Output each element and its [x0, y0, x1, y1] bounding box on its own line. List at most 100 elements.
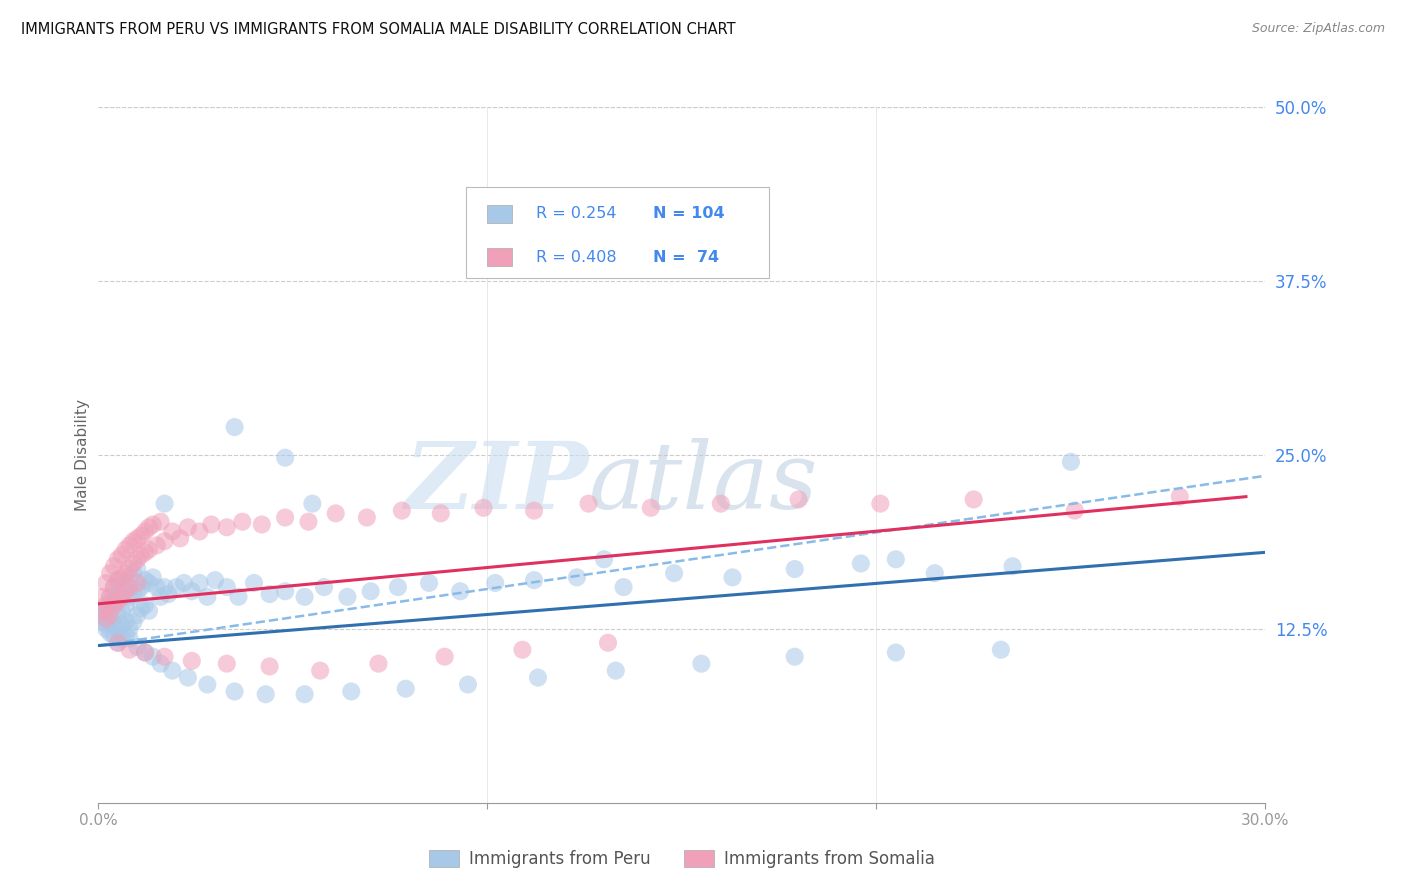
Point — [924, 566, 946, 581]
Point — [165, 580, 187, 594]
Point — [157, 587, 180, 601]
Point — [391, 503, 413, 517]
Point — [129, 580, 152, 594]
Point — [429, 507, 451, 521]
Point — [134, 545, 156, 559]
Point — [96, 612, 118, 626]
Point — [297, 515, 319, 529]
Point — [204, 573, 226, 587]
Point — [433, 649, 456, 664]
Point — [103, 629, 125, 643]
Point — [122, 615, 145, 629]
Point — [1168, 490, 1191, 504]
Point — [98, 590, 121, 604]
Point — [294, 687, 316, 701]
Point — [118, 562, 141, 576]
Text: atlas: atlas — [589, 438, 818, 528]
Point — [169, 532, 191, 546]
Point — [613, 580, 636, 594]
Point — [107, 607, 129, 622]
FancyBboxPatch shape — [465, 187, 769, 277]
FancyBboxPatch shape — [486, 248, 512, 267]
Point — [96, 617, 118, 632]
Point — [336, 590, 359, 604]
Point — [312, 580, 335, 594]
Point — [173, 576, 195, 591]
Point — [484, 576, 506, 591]
Point — [200, 517, 222, 532]
Point — [215, 657, 238, 671]
Point — [512, 642, 534, 657]
Point — [118, 642, 141, 657]
Point — [114, 629, 136, 643]
Point — [449, 584, 471, 599]
Point — [153, 649, 176, 664]
Point — [146, 538, 169, 552]
Point — [142, 517, 165, 532]
Text: Source: ZipAtlas.com: Source: ZipAtlas.com — [1251, 22, 1385, 36]
Point — [111, 604, 134, 618]
Point — [177, 671, 200, 685]
Point — [783, 649, 806, 664]
Point — [188, 576, 211, 591]
Point — [96, 612, 118, 626]
Point — [138, 576, 160, 591]
Point — [215, 580, 238, 594]
Point — [122, 534, 145, 549]
Point — [884, 646, 907, 660]
Point — [138, 604, 160, 618]
Point — [134, 573, 156, 587]
Point — [129, 528, 152, 542]
Point — [188, 524, 211, 539]
Point — [138, 542, 160, 557]
Point — [662, 566, 685, 581]
Point — [107, 573, 129, 587]
Point — [98, 590, 121, 604]
Point — [294, 590, 316, 604]
Point — [98, 607, 121, 622]
Point — [457, 677, 479, 691]
Point — [127, 607, 149, 622]
Point — [114, 584, 136, 599]
Text: N =  74: N = 74 — [652, 250, 718, 265]
Point — [360, 584, 382, 599]
Point — [254, 687, 277, 701]
Point — [395, 681, 418, 696]
Point — [605, 664, 627, 678]
Text: R = 0.254: R = 0.254 — [536, 206, 617, 221]
Point — [418, 576, 440, 591]
Point — [1001, 559, 1024, 574]
Point — [127, 562, 149, 576]
Point — [274, 584, 297, 599]
Point — [274, 450, 297, 465]
Point — [224, 420, 246, 434]
Point — [250, 517, 273, 532]
Point — [138, 520, 160, 534]
FancyBboxPatch shape — [486, 205, 512, 223]
Point — [990, 642, 1012, 657]
Point — [127, 584, 149, 599]
Point — [153, 497, 176, 511]
Point — [578, 497, 600, 511]
Point — [122, 557, 145, 571]
Point — [107, 636, 129, 650]
Point — [127, 552, 149, 566]
Point — [103, 559, 125, 574]
Point — [527, 671, 550, 685]
Point — [129, 601, 152, 615]
Point — [180, 654, 202, 668]
Point — [91, 615, 114, 629]
Point — [91, 607, 114, 622]
Point — [96, 598, 118, 612]
Point — [111, 590, 134, 604]
Point — [177, 520, 200, 534]
Point — [149, 515, 172, 529]
Point — [472, 500, 495, 515]
Point — [134, 646, 156, 660]
Point — [122, 587, 145, 601]
Point — [118, 590, 141, 604]
Point — [114, 542, 136, 557]
Point — [721, 570, 744, 584]
Point — [231, 515, 253, 529]
Point — [301, 497, 323, 511]
